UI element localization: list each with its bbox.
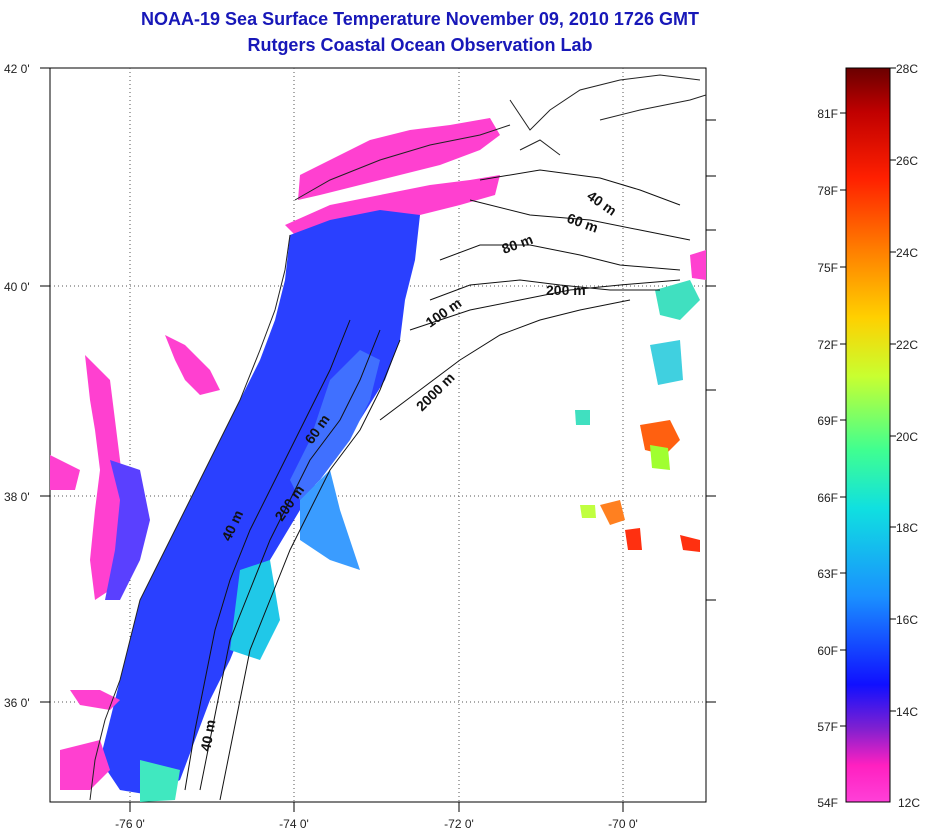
contour-shelf-60m	[199, 329, 381, 791]
cb-label-f-75: 75F	[817, 261, 838, 275]
sst-patch-eddy-2	[650, 445, 670, 470]
sst-patch-eddy-10	[690, 250, 706, 280]
lon-label-76: -76 0'	[115, 817, 145, 831]
cb-label-c-24: 24C	[896, 246, 918, 260]
sst-patch-pamlico-north	[70, 690, 120, 710]
lon-label-72: -72 0'	[444, 817, 474, 831]
coastline-gulf-of-maine	[599, 94, 706, 121]
colorbar-celsius-labels: 28C 26C 24C 22C 20C 18C 16C 14C 12C	[896, 62, 920, 810]
cb-label-f-81: 81F	[817, 107, 838, 121]
cb-label-c-20: 20C	[896, 430, 918, 444]
sst-patch-eddy-1	[640, 420, 680, 455]
sst-patch-delaware-bay	[165, 335, 220, 395]
lon-labels: -76 0' -74 0' -72 0' -70 0'	[115, 817, 638, 831]
contour-label-40m-south: 40 m	[197, 718, 218, 752]
coastline-cape-cod	[509, 74, 701, 131]
cb-label-c-18: 18C	[896, 521, 918, 535]
sst-patch-eddy-6	[580, 505, 596, 518]
axis-ticks	[40, 67, 716, 812]
sst-patch-lower-chesapeake	[105, 460, 150, 600]
sst-patch-chesapeake	[85, 355, 125, 600]
colorbar-fahrenheit-labels: 81F 78F 75F 72F 69F 66F 63F 60F 57F 54F	[817, 107, 838, 810]
coastline-islands	[519, 139, 561, 156]
map-title: NOAA-19 Sea Surface Temperature November…	[0, 6, 840, 58]
cb-label-f-63: 63F	[817, 567, 838, 581]
sst-patch-cape-hatteras	[230, 560, 280, 660]
sst-patch-eddy-5	[680, 535, 700, 552]
cb-label-c-26: 26C	[896, 154, 918, 168]
lon-label-70: -70 0'	[608, 817, 638, 831]
sst-patch-eddy-9	[650, 340, 683, 385]
coastline	[89, 74, 706, 801]
contour-shelf-40m	[184, 319, 351, 791]
colorbar	[845, 67, 891, 803]
cb-label-c-14: 14C	[896, 705, 918, 719]
sst-patch-long-island-sound	[298, 118, 500, 200]
sst-patch-eddy-7	[575, 410, 590, 425]
contour-2000m	[379, 299, 631, 421]
sst-patch-mid-shelf	[290, 350, 380, 500]
sst-patch-shelf	[100, 210, 420, 795]
coastline-connecticut	[294, 124, 511, 201]
cb-label-f-66: 66F	[817, 491, 838, 505]
contour-40m-north	[479, 169, 681, 206]
cb-label-c-12: 12C	[898, 796, 920, 810]
sst-patch-eddy-4	[625, 528, 642, 550]
sst-patch-eddy-3	[600, 500, 625, 525]
contour-100m-north	[409, 279, 681, 331]
lat-label-42: 42 0'	[4, 62, 30, 76]
cb-label-c-28: 28C	[896, 62, 918, 76]
contour-80m-north	[439, 244, 681, 271]
cb-label-c-16: 16C	[896, 613, 918, 627]
contour-shelf-200m	[219, 339, 401, 801]
lat-label-40: 40 0'	[4, 280, 30, 294]
contour-200m-north	[429, 279, 660, 301]
lat-labels: 42 0' 40 0' 38 0' 36 0'	[4, 62, 30, 710]
contour-label-200m-north: 200 m	[546, 282, 586, 298]
cb-label-f-72: 72F	[817, 338, 838, 352]
sst-patch-potomac	[50, 455, 80, 490]
cb-label-f-78: 78F	[817, 184, 838, 198]
cb-label-f-57: 57F	[817, 720, 838, 734]
sst-patch-eddy-8	[655, 280, 700, 320]
lat-label-36: 36 0'	[4, 696, 30, 710]
cb-label-f-69: 69F	[817, 414, 838, 428]
sst-patch-pamlico	[60, 740, 110, 790]
title-line-2: Rutgers Coastal Ocean Observation Lab	[247, 35, 593, 55]
map-content: 40 m 60 m 80 m 200 m 100 m 2000 m 60 m 2…	[50, 68, 706, 802]
lat-label-38: 38 0'	[4, 490, 30, 504]
title-line-1: NOAA-19 Sea Surface Temperature November…	[141, 9, 699, 29]
cb-label-f-60: 60F	[817, 644, 838, 658]
cb-label-c-22: 22C	[896, 338, 918, 352]
colorbar-ticks	[840, 67, 896, 727]
lon-label-74: -74 0'	[279, 817, 309, 831]
sst-patch-south	[140, 760, 180, 802]
coastline-mid-atlantic	[89, 234, 291, 801]
cb-label-f-54: 54F	[817, 796, 838, 810]
bathymetry-contours	[184, 169, 691, 801]
sst-patch-slope	[300, 470, 360, 570]
contour-60m-north	[469, 199, 691, 241]
